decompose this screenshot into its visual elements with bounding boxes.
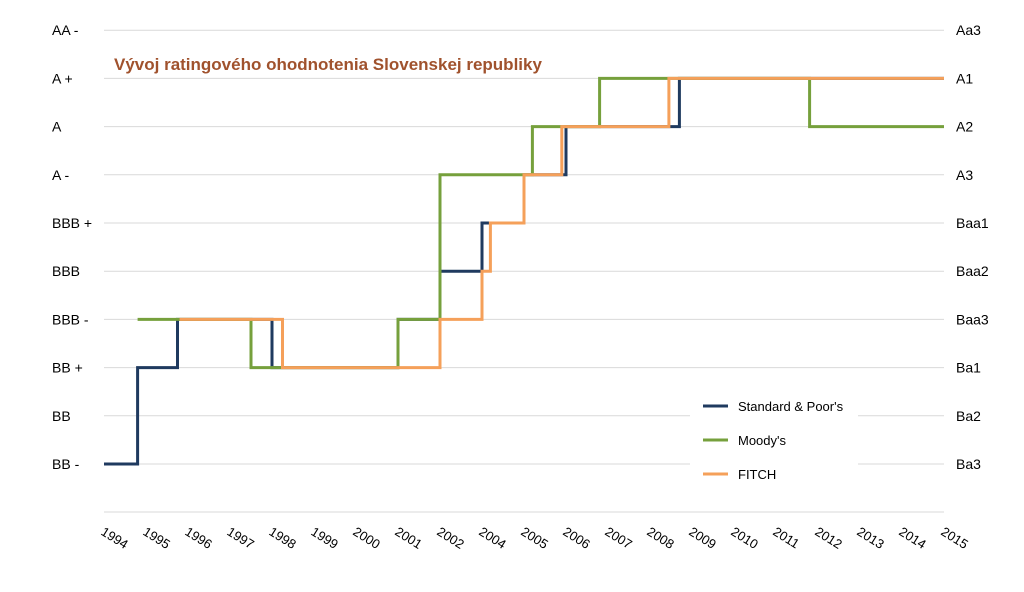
x-tick-label: 1999: [308, 524, 340, 552]
left-axis-label: A: [52, 119, 62, 135]
right-axis-label: Baa1: [956, 215, 989, 231]
left-axis-label: AA -: [52, 22, 79, 38]
x-tick-label: 2001: [392, 524, 424, 552]
right-axis-label: Ba3: [956, 456, 981, 472]
x-tick-label: 1998: [266, 524, 298, 552]
right-axis-label: Ba2: [956, 408, 981, 424]
x-tick-label: 2002: [434, 524, 466, 552]
x-tick-label: 1997: [224, 524, 256, 552]
x-tick-label: 1994: [98, 524, 130, 552]
x-tick-label: 2011: [770, 524, 802, 552]
left-axis-label: A -: [52, 167, 69, 183]
x-tick-label: 1995: [140, 524, 172, 552]
x-tick-label: 2006: [560, 524, 592, 552]
left-axis: BB - BB BB + BBB - BBB BBB + A - A A + AA -: [52, 22, 92, 472]
series-line: [179, 76, 944, 370]
series-layer: [104, 76, 944, 466]
left-axis-label: BBB +: [52, 215, 92, 231]
legend: Standard & Poor's Moody's FITCH: [690, 384, 858, 496]
chart-title: Vývoj ratingového ohodnotenia Slovenskej…: [114, 55, 542, 74]
x-tick-label: 2010: [728, 524, 760, 552]
right-axis-label: Baa3: [956, 311, 989, 327]
x-tick-label: 2013: [854, 524, 886, 552]
legend-label: Standard & Poor's: [738, 399, 844, 414]
x-tick-label: 1996: [182, 524, 214, 552]
legend-label: FITCH: [738, 467, 776, 482]
x-tick-label: 2004: [476, 524, 508, 552]
x-tick-label: 2009: [686, 524, 718, 552]
x-tick-label: 2005: [518, 524, 550, 552]
left-axis-label: BB +: [52, 360, 83, 376]
x-tick-label: 2007: [602, 524, 634, 552]
left-axis-label: BBB: [52, 263, 80, 279]
x-tick-label: 2012: [812, 524, 844, 552]
right-axis-label: Aa3: [956, 22, 981, 38]
right-axis-label: A2: [956, 119, 973, 135]
left-axis-label: BB -: [52, 456, 80, 472]
left-axis-label: BB: [52, 408, 71, 424]
left-axis-label: BBB -: [52, 311, 89, 327]
left-axis-label: A +: [52, 70, 73, 86]
x-tick-label: 2015: [938, 524, 970, 552]
x-tick-label: 2014: [896, 524, 928, 552]
right-axis-label: A1: [956, 70, 973, 86]
x-tick-label: 2008: [644, 524, 676, 552]
x-axis: 1994 1995 1996 1997 1998 1999 2000 2001 2002 2004…: [98, 524, 970, 552]
right-axis-label: Ba1: [956, 360, 981, 376]
x-tick-label: 2000: [350, 524, 382, 552]
right-axis: Ba3 Ba2 Ba1 Baa3 Baa2 Baa1 A3 A2 A1 Aa3: [956, 22, 989, 472]
right-axis-label: Baa2: [956, 263, 989, 279]
right-axis-label: A3: [956, 167, 973, 183]
legend-label: Moody's: [738, 433, 787, 448]
